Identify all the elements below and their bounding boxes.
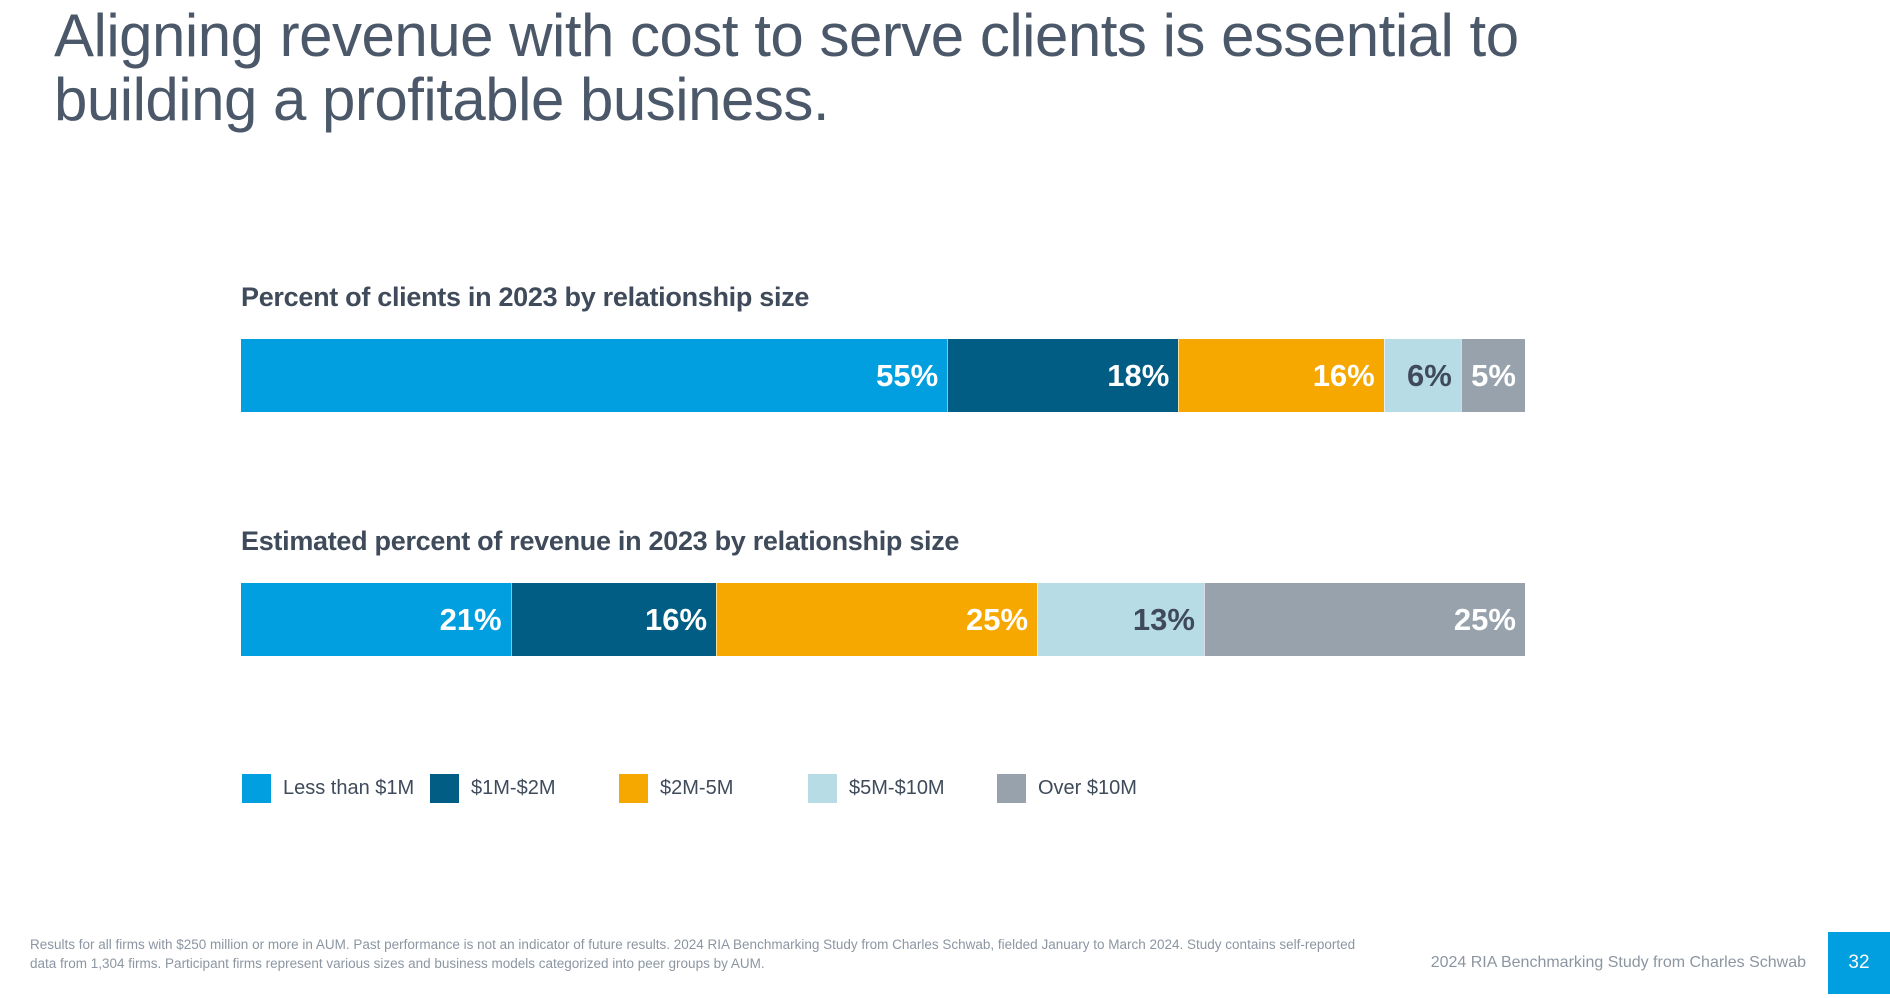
- legend-label: $1M-$2M: [471, 776, 556, 799]
- legend-label: $2M-5M: [660, 776, 734, 799]
- bar-segment-1m-2m: 18%: [947, 339, 1179, 412]
- bar-segment-1m-2m: 16%: [510, 583, 717, 656]
- data-label: 25%: [966, 601, 1029, 637]
- clients-stacked-bar: 55% 18% 16% 6% 5%: [241, 339, 1525, 412]
- data-label: 16%: [645, 601, 708, 637]
- data-label: 25%: [1453, 601, 1516, 637]
- bar-segment-5m-10m: 6%: [1383, 339, 1461, 412]
- bar-segment-5m-10m: 13%: [1037, 583, 1204, 656]
- legend-label: Less than $1M: [283, 776, 415, 799]
- revenue-stacked-bar: 21% 16% 25% 13% 25%: [241, 583, 1525, 656]
- chart-title: Percent of clients in 2023 by relationsh…: [241, 282, 810, 312]
- data-label: 16%: [1312, 357, 1375, 393]
- data-label: 13%: [1132, 601, 1195, 637]
- page-title: Aligning revenue with cost to serve clie…: [54, 2, 1519, 133]
- legend-swatch: [808, 773, 837, 803]
- bar-segment-2m-5m: 25%: [716, 583, 1038, 656]
- legend-swatch: [619, 773, 648, 803]
- legend-item-1m-2m: $1M-$2M: [430, 773, 555, 803]
- bar-segment-over-10m: 5%: [1460, 339, 1525, 412]
- data-label: 5%: [1471, 357, 1516, 393]
- data-label: 21%: [439, 601, 502, 637]
- legend-item-2m-5m: $2M-5M: [619, 773, 733, 803]
- legend-label: Over $10M: [1038, 776, 1137, 799]
- legend-item-less-than-1m: Less than $1M: [242, 773, 414, 803]
- data-label: 6%: [1406, 357, 1452, 393]
- page-number: 32: [1828, 932, 1890, 994]
- data-label: 18%: [1107, 357, 1170, 393]
- bar-segment-less-than-1m: 55%: [241, 339, 948, 412]
- clients-chart: Percent of clients in 2023 by relationsh…: [241, 282, 1527, 412]
- legend-swatch: [430, 773, 459, 803]
- bar-segment-less-than-1m: 21%: [241, 583, 511, 656]
- bar-segment-over-10m: 25%: [1203, 583, 1525, 656]
- footer-source: 2024 RIA Benchmarking Study from Charles…: [1430, 954, 1806, 971]
- chart-legend: Less than $1M $1M-$2M $2M-5M $5M-$10M Ov…: [242, 773, 1242, 803]
- legend-label: $5M-$10M: [849, 776, 945, 799]
- data-label: 55%: [876, 357, 939, 393]
- bar-segment-2m-5m: 16%: [1178, 339, 1384, 412]
- legend-swatch: [242, 773, 271, 803]
- legend-swatch: [997, 773, 1026, 803]
- chart-title: Estimated percent of revenue in 2023 by …: [241, 526, 960, 556]
- legend-item-5m-10m: $5M-$10M: [808, 773, 945, 803]
- footnote: Results for all firms with $250 million …: [30, 937, 1356, 971]
- revenue-chart: Estimated percent of revenue in 2023 by …: [241, 526, 1527, 656]
- legend-item-over-10m: Over $10M: [997, 773, 1137, 803]
